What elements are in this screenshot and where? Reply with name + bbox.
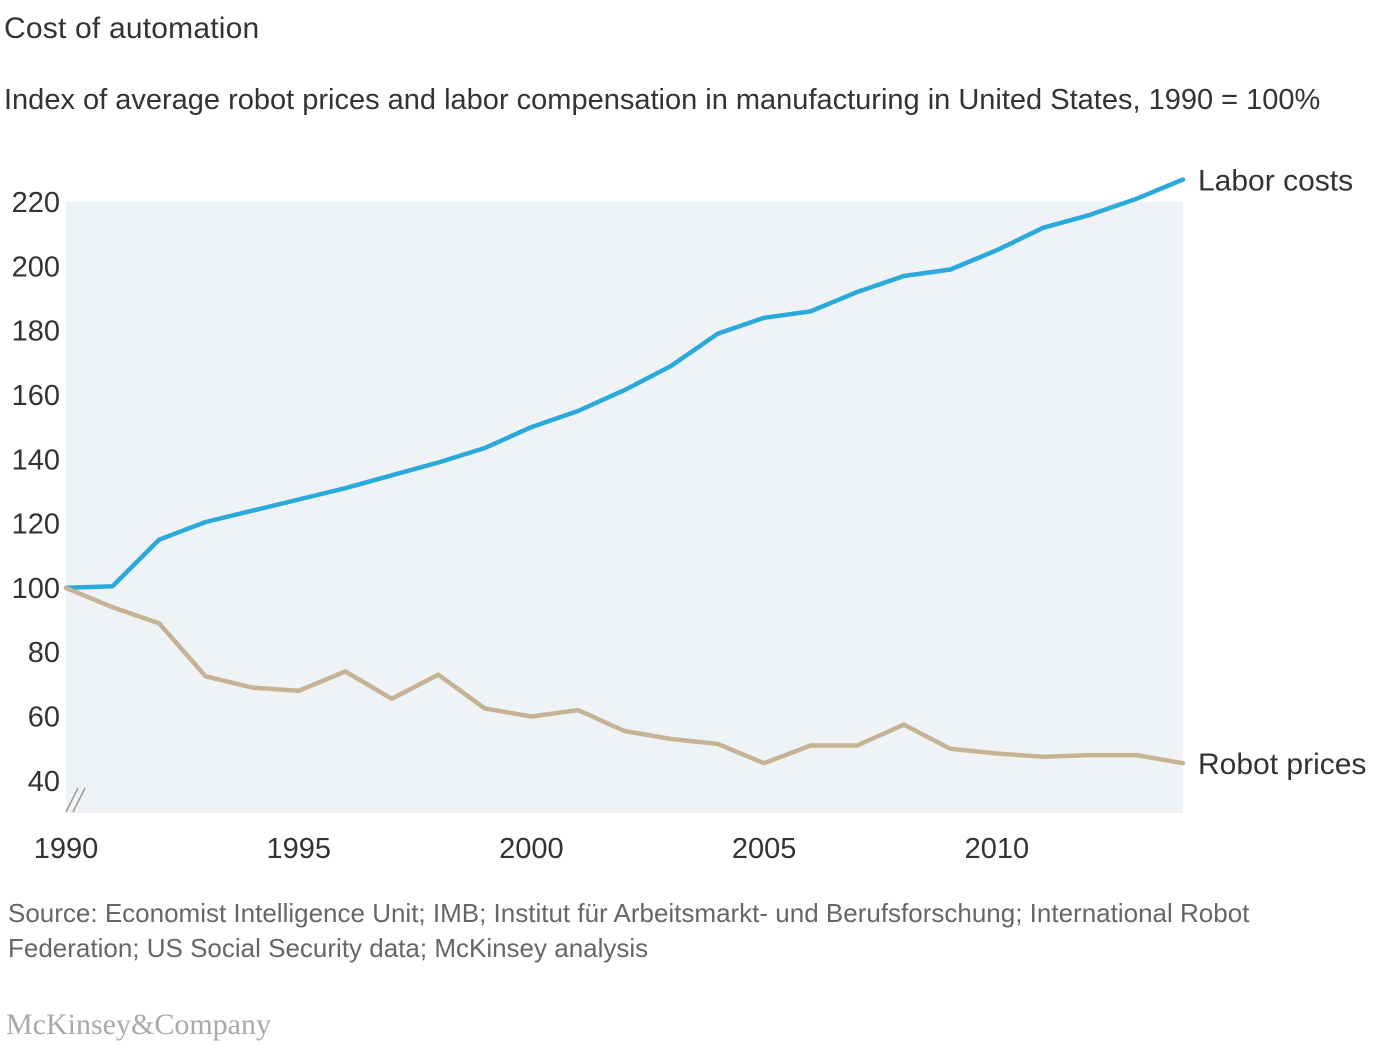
series-label-robot-prices: Robot prices — [1198, 748, 1366, 781]
y-axis-tick-labels: 40 60 80 100 120 140 160 180 200 220 — [12, 187, 60, 798]
series-lines — [63, 177, 1186, 766]
series-line-labor-costs — [63, 177, 1186, 591]
y-tick-label: 60 — [28, 702, 60, 734]
source-note: Source: Economist Intelligence Unit; IMB… — [8, 898, 1250, 963]
series-line-robot-prices — [63, 585, 1186, 766]
plot-area — [66, 202, 1183, 813]
brand-logo: McKinsey&Company — [6, 1008, 271, 1041]
y-tick-label: 40 — [28, 766, 60, 798]
y-tick-label: 120 — [12, 509, 60, 541]
axis-break-mark — [65, 787, 86, 813]
series-label-labor-costs: Labor costs — [1198, 164, 1353, 197]
axis-break-slash — [65, 787, 79, 813]
y-tick-label: 220 — [12, 187, 60, 219]
chart-subtitle: Index of average robot prices and labor … — [4, 84, 1321, 116]
y-tick-label: 100 — [12, 573, 60, 605]
y-tick-label: 80 — [28, 637, 60, 669]
line-chart: 40 60 80 100 120 140 160 180 200 220 1990 1995 2000… — [12, 164, 1367, 865]
y-tick-label: 180 — [12, 316, 60, 348]
x-tick-label: 2010 — [965, 833, 1030, 865]
axis-break-slash — [72, 787, 86, 813]
x-tick-label: 2000 — [499, 833, 564, 865]
chart-title: Cost of automation — [4, 12, 260, 45]
series-labels: Labor costs Robot prices — [1198, 164, 1366, 781]
x-tick-label: 2005 — [732, 833, 797, 865]
y-tick-label: 160 — [12, 380, 60, 412]
x-tick-label: 1995 — [266, 833, 331, 865]
y-tick-label: 200 — [12, 251, 60, 283]
x-tick-label: 1990 — [34, 833, 99, 865]
y-tick-label: 140 — [12, 444, 60, 476]
x-axis-tick-labels: 1990 1995 2000 2005 2010 — [34, 833, 1029, 865]
